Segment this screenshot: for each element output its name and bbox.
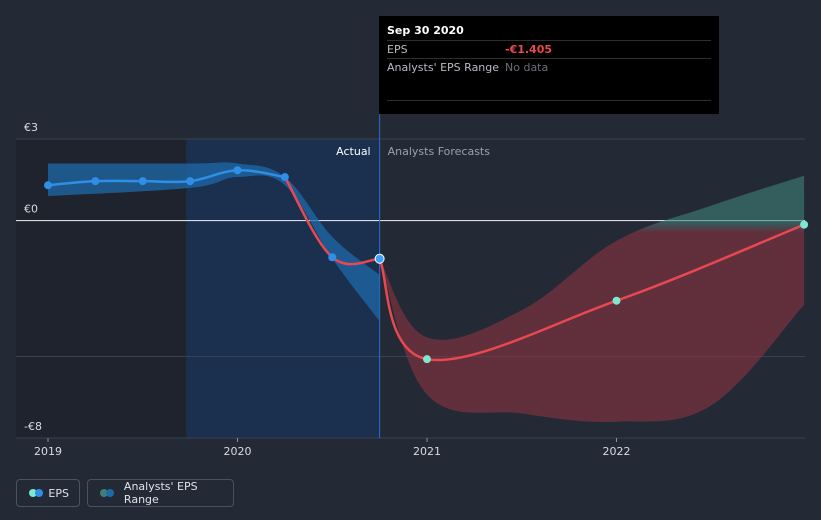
range-legend-icon	[100, 489, 116, 497]
eps-actual-point[interactable]	[233, 166, 242, 175]
eps-forecast-line	[378, 223, 805, 362]
actual-region-label: Actual	[336, 145, 370, 158]
legend-eps-button[interactable]: EPS	[16, 479, 80, 507]
eps-points[interactable]	[44, 166, 809, 364]
actual-range-band	[48, 162, 380, 322]
tooltip-eps-label: EPS	[387, 43, 408, 56]
tooltip-date: Sep 30 2020	[387, 24, 464, 37]
x-tick-label: 2021	[413, 445, 441, 458]
tooltip-range-label: Analysts' EPS Range	[387, 61, 500, 74]
forecast-region-label: Analysts Forecasts	[388, 145, 491, 158]
actual-region	[186, 139, 380, 438]
y-tick-label: €0	[24, 203, 38, 216]
legend-range-button[interactable]: Analysts' EPS Range	[87, 479, 234, 507]
forecast-range-band	[379, 175, 805, 422]
tooltip-range-row: Analysts' EPS Range No data	[387, 58, 711, 76]
eps-legend-icon	[29, 489, 43, 497]
legend-range-label: Analysts' EPS Range	[123, 480, 198, 506]
y-tick-label: €3	[24, 121, 38, 134]
eps-forecast-point[interactable]	[800, 220, 809, 229]
x-tick-label: 2020	[224, 445, 252, 458]
tooltip-eps-value: -€1.405	[505, 43, 553, 56]
eps-actual-point[interactable]	[328, 253, 337, 262]
eps-actual-line	[47, 169, 286, 187]
analyst-range-bands	[48, 162, 805, 422]
legend-eps-label: EPS	[48, 486, 69, 500]
x-tick-label: 2019	[34, 445, 62, 458]
tooltip-eps-row: EPS -€1.405	[387, 40, 711, 58]
tooltip: Sep 30 2020 EPS -€1.405 Analysts' EPS Ra…	[379, 16, 719, 114]
tooltip-range-value: No data	[505, 61, 549, 74]
eps-actual-point[interactable]	[44, 181, 52, 190]
eps-forecast-point[interactable]	[612, 296, 621, 305]
eps-actual-point[interactable]	[186, 177, 195, 186]
eps-actual-point[interactable]	[280, 173, 289, 182]
axis-labels: €3 €0 -€8 2019 2020 2021 2022 Actual Analysts Fo…	[24, 121, 631, 458]
eps-actual-point[interactable]	[138, 177, 147, 186]
eps-actual-point[interactable]	[374, 253, 385, 264]
eps-forecast-point[interactable]	[423, 355, 431, 364]
eps-chart: €3 €0 -€8 2019 2020 2021 2022 Actual Analysts Fo…	[16, 114, 809, 458]
x-tick-label: 2022	[603, 445, 631, 458]
tooltip-divider	[387, 100, 711, 101]
y-tick-label: -€8	[24, 420, 42, 433]
eps-actual-point[interactable]	[91, 177, 100, 186]
